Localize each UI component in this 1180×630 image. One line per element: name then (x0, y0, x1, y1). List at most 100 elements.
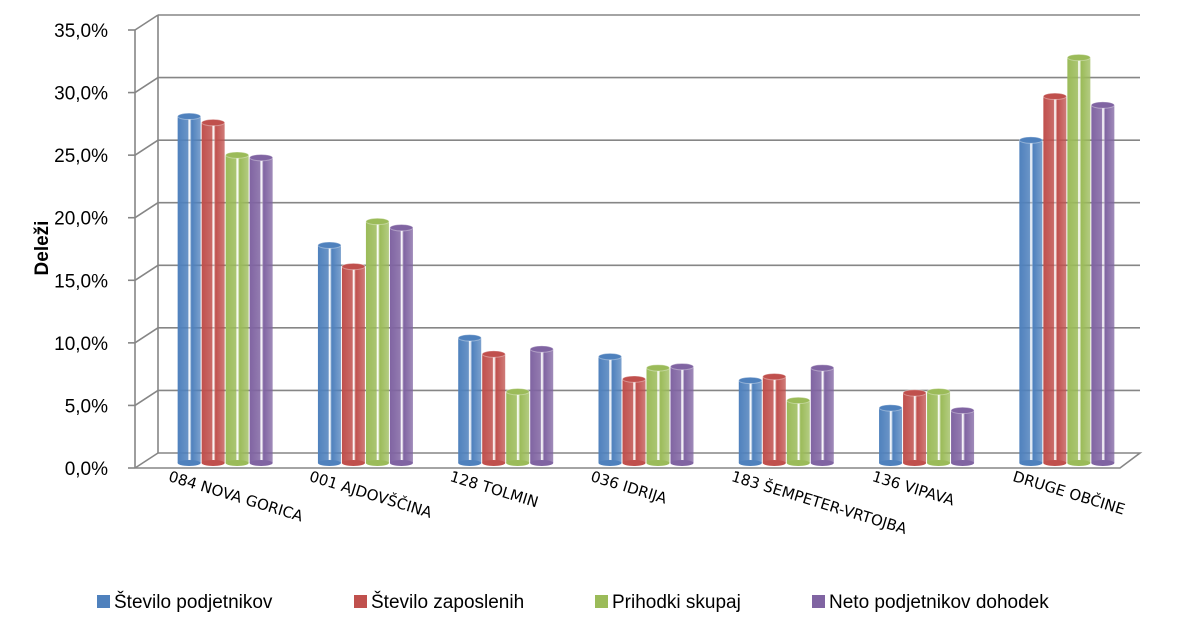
bar (1018, 136, 1043, 466)
gridline-side (134, 139, 159, 156)
bar-base (1043, 460, 1067, 466)
legend-swatch (812, 595, 825, 608)
bar (317, 241, 342, 466)
bar-body (951, 410, 975, 463)
bar (481, 350, 506, 466)
bar-body (1067, 57, 1091, 464)
bar-base (317, 460, 341, 466)
bar-top (902, 389, 927, 397)
bar-body (530, 349, 554, 463)
bar-top (201, 118, 226, 127)
bar-body (1043, 96, 1067, 464)
bar-base (482, 460, 506, 466)
bar-base (365, 460, 389, 466)
bar (177, 112, 202, 466)
x-category-label: 084 NOVA GORICA (166, 467, 305, 525)
gridline-side (134, 202, 159, 219)
gridline-side (134, 76, 159, 94)
bar-base (249, 460, 273, 466)
bar-top (1042, 92, 1067, 101)
bar (505, 387, 530, 466)
bar-body (598, 356, 622, 463)
bar (341, 262, 366, 466)
bar-top (341, 262, 366, 271)
y-tick-label: 5,0% (65, 396, 108, 417)
bar-body (482, 354, 506, 463)
bar-base (458, 460, 482, 466)
bar (646, 364, 670, 466)
legend-swatch (354, 595, 367, 608)
bar-body (903, 392, 927, 463)
bar-body (810, 367, 834, 463)
bar-top (950, 406, 975, 415)
gridline-side (134, 14, 159, 31)
bar-base (1067, 460, 1091, 466)
legend-item: Število zaposlenih (354, 591, 524, 613)
legend-label: Število zaposlenih (371, 591, 524, 613)
bar (762, 372, 787, 466)
bar-base (622, 460, 646, 466)
x-category-label: DRUGE OBČINE (1011, 466, 1128, 518)
bar-top (317, 241, 342, 249)
bar-top (457, 334, 482, 342)
bar-base (177, 460, 201, 466)
bar (810, 364, 835, 466)
bar-body (670, 366, 694, 463)
y-tick-label: 30,0% (54, 84, 108, 105)
bar-base (762, 460, 786, 466)
bar (738, 376, 763, 466)
bar (786, 396, 811, 466)
bar-top (738, 376, 763, 385)
y-axis-ticks: 0,0% 5,0% 10,0% 15,0% 20,0% 25,0% 30,0% 35,0% (54, 21, 108, 480)
bar-top (1066, 53, 1091, 62)
bar (389, 224, 414, 466)
bar (878, 404, 903, 466)
y-axis-label: Deleži (32, 221, 53, 276)
bar-body (458, 337, 482, 463)
bar-base (1091, 460, 1115, 466)
bar-top (762, 372, 787, 381)
bar-body (622, 379, 646, 463)
bar-top (786, 396, 811, 405)
legend-swatch (97, 595, 110, 608)
bar-base (903, 460, 927, 466)
bar-body (506, 391, 530, 463)
legend: Število podjetnikov Število zaposlenih Pri… (97, 591, 1049, 613)
bar-top (646, 364, 670, 372)
y-tick-label: 0,0% (65, 459, 108, 480)
y-tick-label: 15,0% (54, 271, 108, 292)
gridline-side (134, 452, 159, 469)
y-tick-label: 35,0% (54, 21, 108, 42)
x-category-label: 136 VIPAVA (870, 467, 957, 509)
legend-label: Neto podjetnikov dohodek (829, 592, 1049, 613)
bar-base (646, 460, 670, 466)
legend-item: Število podjetnikov (97, 591, 273, 613)
bar-top (505, 387, 530, 396)
gridline-side (134, 327, 159, 344)
bar-body (365, 221, 389, 463)
bar (457, 334, 482, 466)
y-tick-label: 10,0% (54, 334, 108, 355)
bar-top (1090, 101, 1115, 109)
bar-body (927, 391, 951, 463)
bar (201, 118, 226, 466)
bar-base (598, 460, 622, 466)
bar-top (529, 345, 554, 353)
bar-top (598, 352, 622, 361)
bar (1066, 53, 1091, 466)
bar-base (201, 460, 225, 466)
bar-base (810, 460, 834, 466)
bar-body (177, 116, 201, 464)
bar-base (879, 460, 903, 466)
bar-body (317, 245, 341, 463)
bar-base (530, 460, 554, 466)
bar-base (1019, 460, 1043, 466)
bar-base (738, 460, 762, 466)
bar-body (389, 227, 413, 463)
bar-base (506, 460, 530, 466)
x-category-label: 128 TOLMIN (448, 467, 541, 511)
bar-top (481, 350, 506, 358)
bar-top (810, 364, 835, 372)
bar-body (762, 376, 786, 463)
